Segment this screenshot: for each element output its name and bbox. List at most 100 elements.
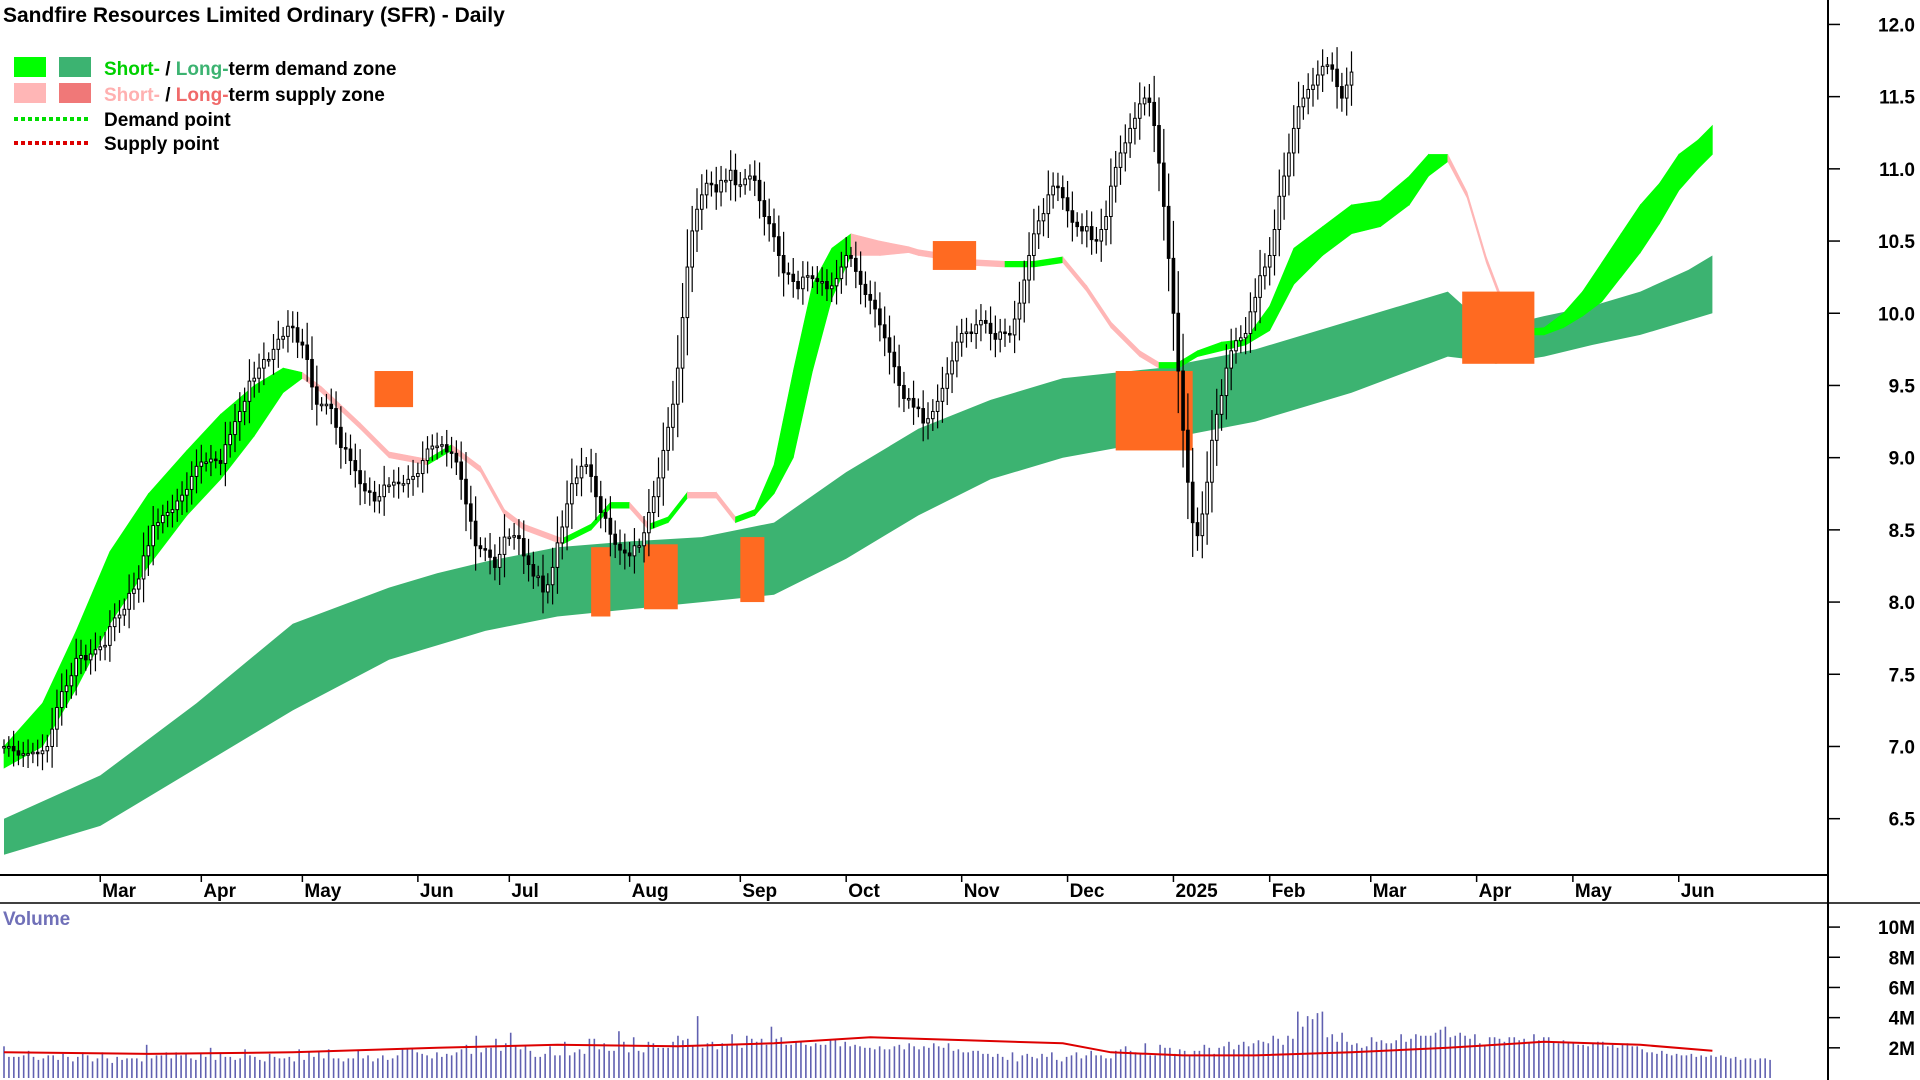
candle-body — [324, 403, 329, 407]
candle-202 — [974, 309, 978, 349]
chart-title: Sandfire Resources Limited Ordinary (SFR… — [3, 4, 505, 27]
candle-160 — [772, 208, 776, 252]
candle-body — [733, 169, 738, 186]
candle-206 — [993, 315, 998, 358]
candle-body — [290, 325, 295, 329]
candle-body — [521, 538, 526, 557]
volume-tick-label: 2M — [1889, 1039, 1915, 1060]
candle-228 — [1099, 208, 1104, 262]
candle-166 — [801, 261, 805, 305]
overlap-zone-1 — [644, 544, 678, 610]
candle-body — [1152, 101, 1157, 127]
candle-body — [776, 236, 781, 256]
candle-188 — [906, 388, 911, 409]
candle-24 — [117, 600, 122, 633]
candle-body — [622, 549, 627, 554]
candle-body — [1128, 127, 1132, 144]
candle-13 — [64, 669, 69, 708]
candle-106 — [512, 523, 516, 550]
candle-253 — [1219, 379, 1224, 431]
candle-104 — [502, 514, 507, 578]
candle-70 — [339, 406, 343, 469]
candle-199 — [959, 318, 964, 357]
candle-225 — [1084, 210, 1089, 248]
candle-body — [608, 517, 613, 535]
candle-body — [873, 299, 877, 310]
candle-body — [810, 275, 815, 280]
candle-19 — [93, 632, 98, 672]
volume-layer — [3, 1011, 1771, 1078]
candle-243 — [1171, 220, 1176, 351]
candle-38 — [185, 472, 189, 513]
candle-194 — [935, 384, 940, 429]
candle-233 — [1123, 124, 1128, 172]
candle-53 — [257, 353, 261, 393]
candle-body — [209, 458, 213, 463]
candle-159 — [767, 198, 772, 242]
candle-body — [1263, 266, 1267, 277]
candle-78 — [377, 484, 382, 514]
candle-body — [151, 525, 156, 547]
month-tick-label: May — [304, 881, 341, 902]
candle-113 — [545, 573, 550, 604]
candle-body — [603, 512, 608, 519]
candle-208 — [1003, 318, 1007, 347]
candle-body — [300, 341, 305, 346]
candle-68 — [329, 388, 334, 425]
candle-body — [314, 386, 319, 405]
candle-body — [16, 750, 21, 756]
month-tick-label: Jun — [420, 881, 454, 902]
candle-body — [98, 646, 103, 651]
candle-body — [468, 503, 473, 522]
candle-body — [666, 426, 670, 451]
candle-241 — [1161, 128, 1166, 241]
candle-10 — [50, 707, 54, 768]
candle-body — [377, 496, 382, 502]
candle-body — [348, 448, 353, 462]
candle-body — [2, 745, 6, 749]
candle-175 — [844, 237, 849, 286]
candle-101 — [488, 533, 492, 575]
candle-body — [1325, 64, 1330, 67]
candle-body — [1142, 97, 1147, 105]
candle-body — [829, 285, 834, 290]
candle-body — [1340, 86, 1344, 99]
candle-body — [983, 319, 988, 324]
candle-125 — [603, 498, 608, 533]
candle-145 — [699, 174, 704, 230]
candle-149 — [719, 165, 723, 207]
candle-body — [1190, 481, 1195, 524]
candle-196 — [945, 357, 950, 406]
candle-body — [555, 542, 560, 568]
candle-body — [772, 223, 776, 238]
candle-226 — [1089, 211, 1094, 255]
candle-body — [141, 555, 146, 580]
candle-168 — [810, 266, 815, 288]
candle-body — [574, 477, 579, 485]
candle-171 — [825, 269, 829, 302]
candle-213 — [1027, 232, 1031, 304]
candle-102 — [493, 544, 497, 581]
candle-141 — [680, 283, 685, 403]
candle-62 — [300, 328, 305, 359]
candle-body — [1248, 311, 1253, 334]
candle-body — [464, 478, 468, 505]
candle-189 — [911, 380, 916, 425]
candle-60 — [290, 311, 295, 343]
candle-64 — [310, 336, 314, 411]
candle-49 — [237, 392, 242, 441]
candle-body — [598, 496, 603, 514]
candle-body — [1104, 216, 1108, 230]
candle-47 — [228, 421, 233, 458]
candle-51 — [247, 359, 252, 424]
candle-body — [541, 575, 545, 593]
short-term-demand-zone-segment — [1158, 362, 1179, 369]
candle-86 — [416, 462, 420, 488]
candle-266 — [1282, 152, 1286, 220]
candle-143 — [690, 205, 695, 293]
candle-215 — [1036, 205, 1041, 250]
candle-167 — [805, 261, 810, 292]
volume-title: Volume — [3, 909, 70, 930]
candle-83 — [401, 474, 406, 493]
candle-235 — [1133, 102, 1137, 145]
